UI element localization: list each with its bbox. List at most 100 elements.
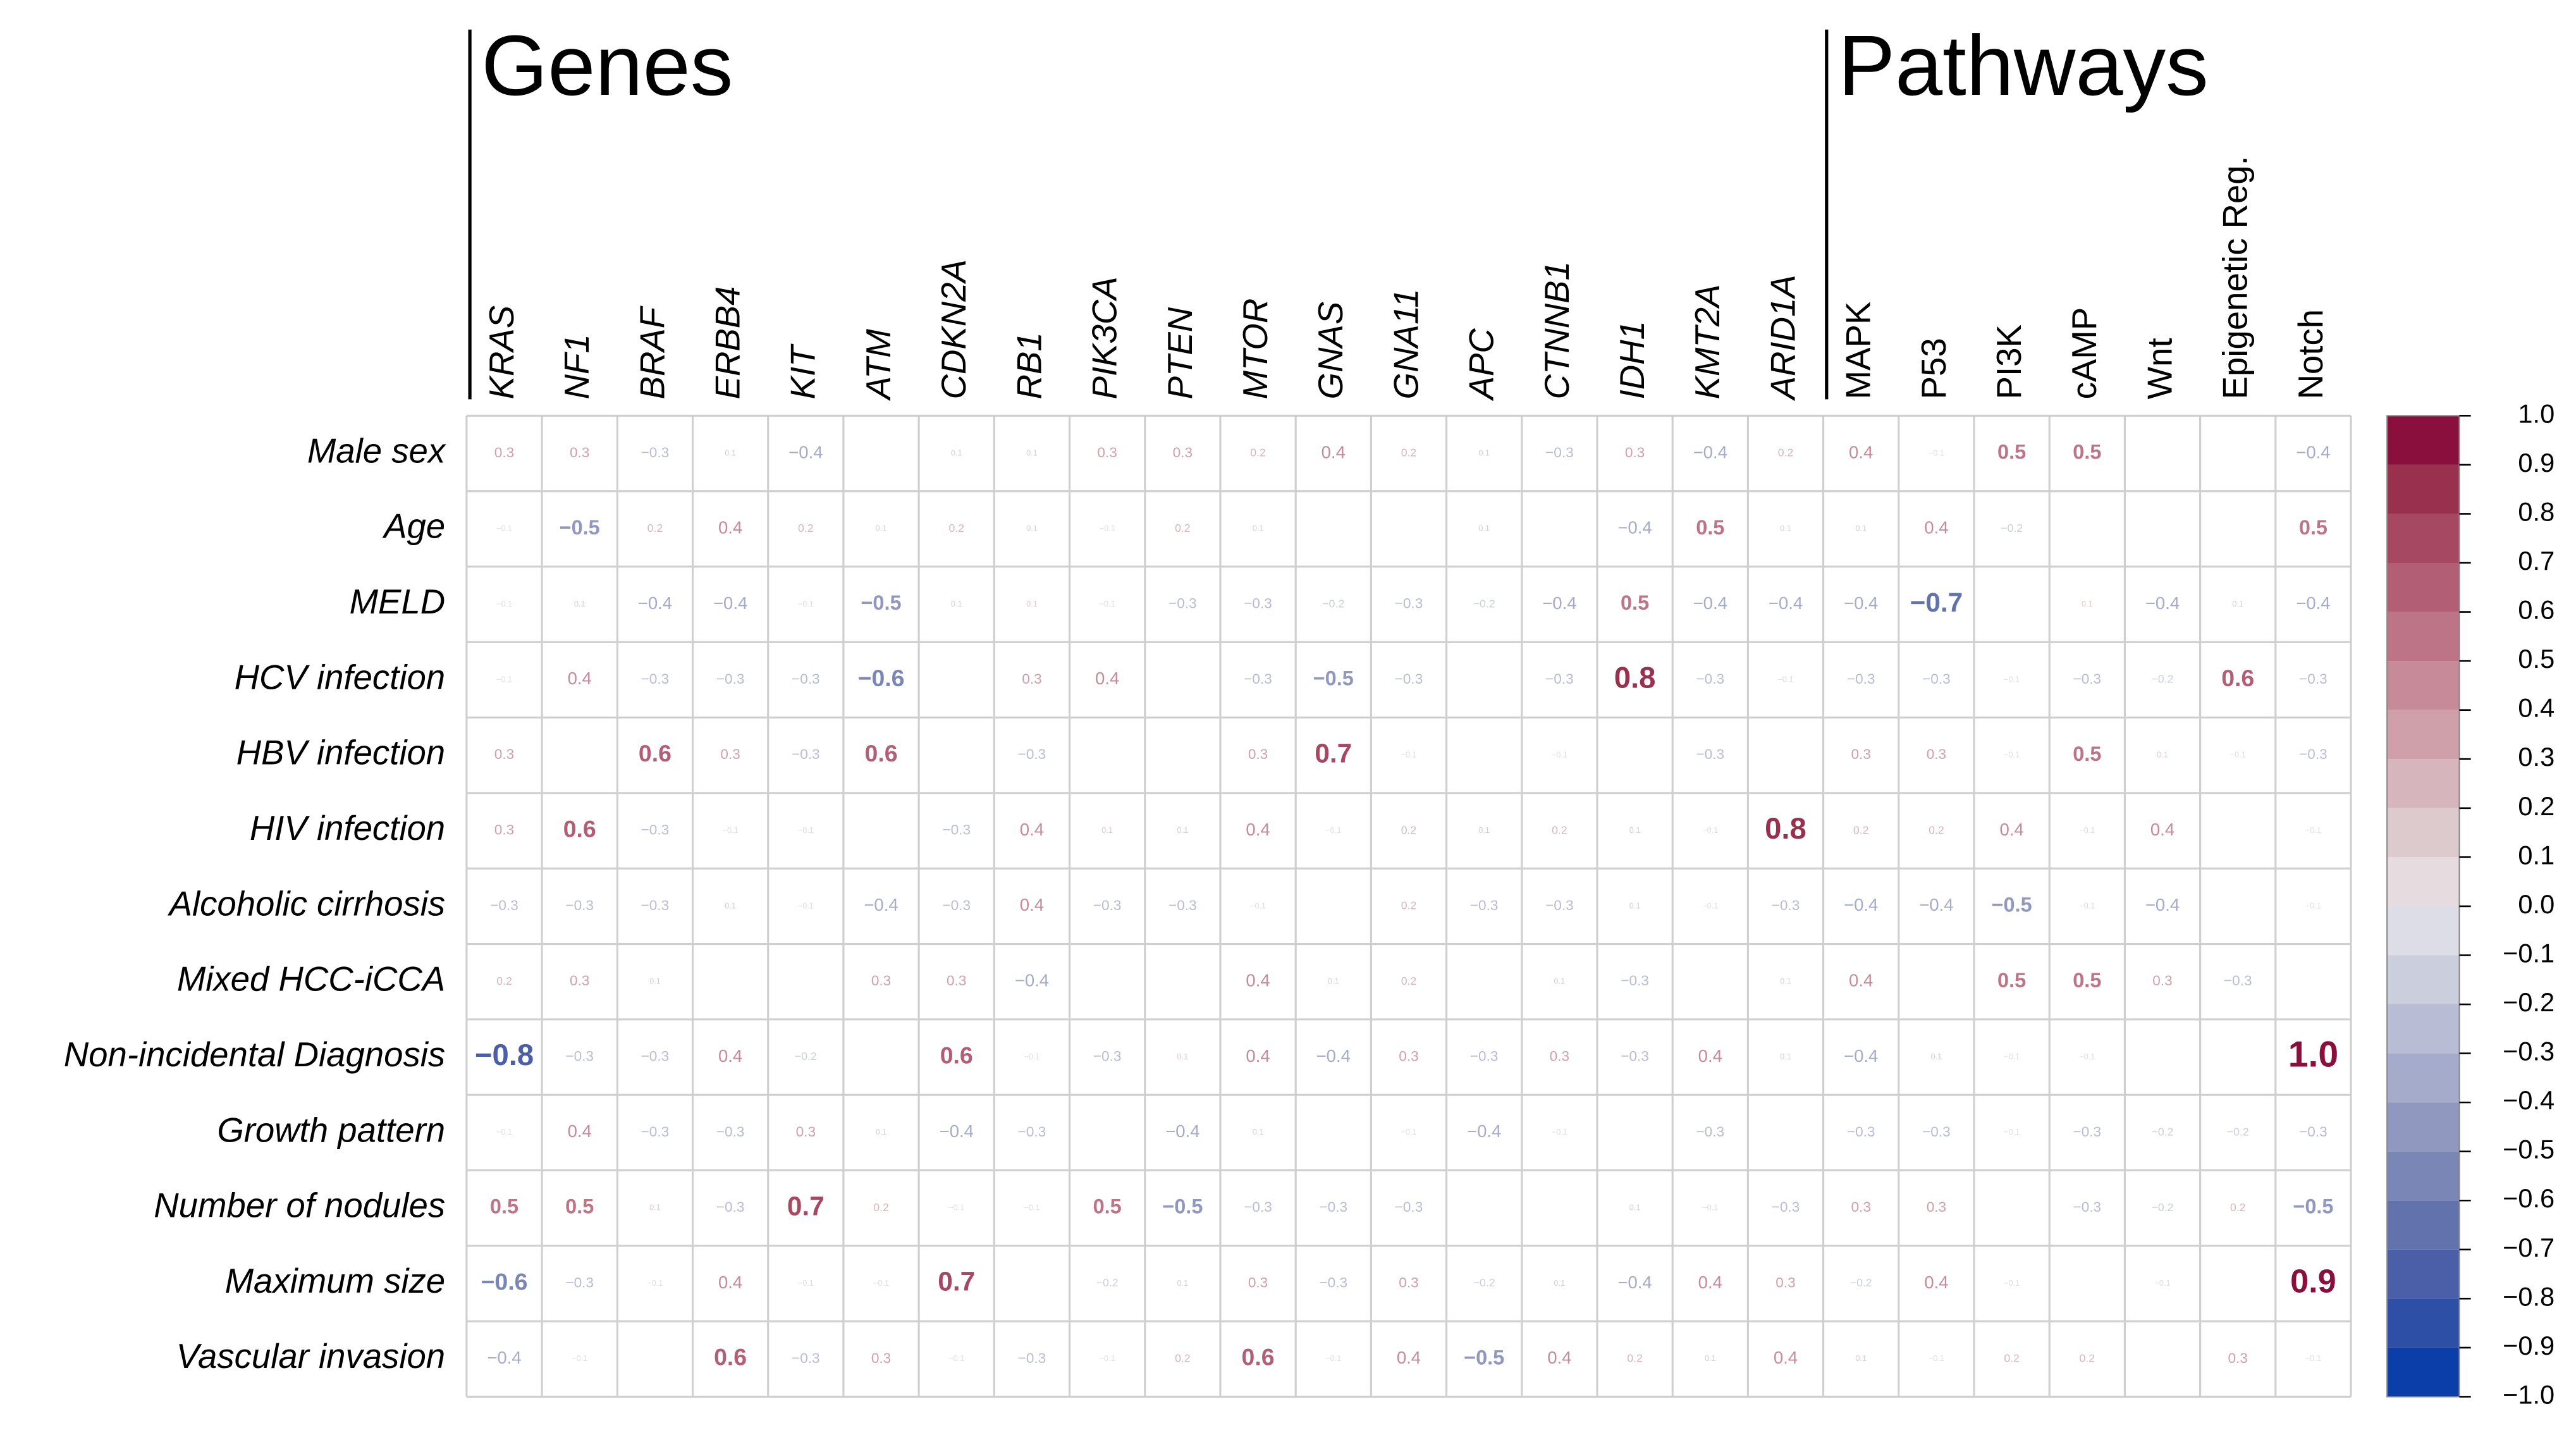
cell-value: 0.1 — [1931, 1052, 1942, 1061]
cell-value: 0.1 — [1328, 976, 1339, 986]
cell-value: 0.3 — [947, 973, 966, 988]
cell-value: −0.2 — [2001, 522, 2023, 534]
cell-value: 0.6 — [940, 1042, 973, 1068]
colorbar-tick-label: 0.6 — [2518, 595, 2555, 625]
colorbar-tick-label: 0.7 — [2518, 546, 2555, 576]
cell-value: 0.5 — [1696, 516, 1724, 539]
row-label: HCV infection — [235, 658, 445, 696]
cell-value: 0.4 — [1774, 1348, 1798, 1367]
colorbar-band — [2387, 1200, 2460, 1250]
cell-value: −0.2 — [2227, 1126, 2249, 1138]
cell-value: −0.4 — [1617, 1272, 1652, 1292]
cell-value: 0.1 — [1478, 524, 1490, 533]
cell-value: 0.1 — [1629, 1203, 1641, 1212]
row-label: HIV infection — [250, 809, 445, 847]
cell-value: −0.4 — [2296, 442, 2330, 462]
cell-value: 0.2 — [1401, 899, 1417, 912]
cell-value: −0.3 — [1545, 445, 1574, 460]
cell-value: −0.1 — [1401, 750, 1416, 760]
column-label: PIK3CA — [1086, 276, 1124, 399]
colorbar-band — [2387, 906, 2460, 956]
cell-value: 0.4 — [1999, 820, 2023, 839]
cell-value: −0.1 — [798, 1278, 814, 1288]
cell-value: 0.7 — [1315, 738, 1352, 768]
cell-value: −0.4 — [864, 895, 898, 915]
cell-value: −0.1 — [948, 1203, 964, 1212]
colorbar-band — [2387, 710, 2460, 760]
cell-value: 0.2 — [1778, 447, 1794, 459]
cell-value: 0.2 — [1250, 447, 1266, 459]
cell-value: 0.1 — [951, 599, 962, 608]
cell-value: −0.1 — [496, 1127, 512, 1136]
colorbar-band — [2387, 464, 2460, 514]
cell-value: −0.3 — [716, 1124, 745, 1140]
cell-value: −0.1 — [2305, 901, 2321, 910]
cell-value: −0.3 — [1093, 1049, 1122, 1064]
cell-value: −0.5 — [560, 516, 600, 539]
colorbar-tick-label: 0.5 — [2518, 644, 2555, 674]
cell-value: 0.3 — [720, 746, 740, 762]
cell-value: −0.4 — [940, 1121, 974, 1141]
colorbar-tick-label: −0.1 — [2503, 938, 2555, 968]
cell-value: 0.5 — [1997, 969, 2026, 992]
cell-value: 0.1 — [1554, 1278, 1566, 1288]
cell-value: 0.3 — [494, 746, 514, 762]
cell-value: −0.4 — [713, 593, 747, 613]
cell-value: 0.1 — [1780, 976, 1791, 986]
cell-value: −0.4 — [1769, 593, 1803, 613]
colorbar-tick-label: −0.6 — [2503, 1183, 2555, 1213]
colorbar-band — [2387, 416, 2460, 465]
column-label: Epigenetic Reg. — [2216, 156, 2255, 399]
cell-value: −0.3 — [1847, 1124, 1875, 1140]
cell-value: 0.1 — [1629, 901, 1641, 910]
cell-value: −0.3 — [1621, 1049, 1649, 1064]
cell-value: 0.2 — [2080, 1352, 2095, 1364]
colorbar-tick-label: −0.5 — [2503, 1135, 2555, 1164]
cell-value: −0.3 — [641, 445, 670, 460]
cell-value: 0.4 — [1397, 1348, 1421, 1367]
cell-value: 0.1 — [2157, 750, 2168, 760]
column-label: CTNNB1 — [1538, 261, 1576, 399]
column-label: BRAF — [633, 305, 672, 399]
cell-value: 0.3 — [1550, 1049, 1569, 1064]
cell-value: −0.3 — [1772, 1199, 1800, 1215]
column-label: Wnt — [2140, 338, 2179, 399]
cell-value: −0.3 — [1621, 973, 1649, 988]
cell-value: 0.2 — [1401, 823, 1417, 836]
colorbar-tick-label: 1.0 — [2518, 398, 2555, 428]
cell-value: 0.6 — [563, 815, 596, 842]
cell-value: 0.3 — [1022, 671, 1041, 687]
cell-value: −0.3 — [942, 897, 971, 913]
cell-value: 0.2 — [2230, 1201, 2246, 1214]
cell-value: −0.3 — [792, 746, 820, 762]
cell-value: 0.2 — [1627, 1352, 1643, 1364]
row-label: Male sex — [307, 431, 446, 470]
cell-value: 0.2 — [1401, 447, 1417, 459]
cell-value: 0.1 — [1101, 825, 1113, 835]
cell-value: 0.8 — [1765, 812, 1806, 846]
cell-value: −0.3 — [1319, 1199, 1347, 1215]
cell-value: −0.3 — [1018, 1350, 1046, 1366]
cell-value: −0.1 — [647, 1278, 663, 1288]
cell-value: −0.2 — [1322, 597, 1344, 610]
cell-value: −0.3 — [1922, 671, 1951, 687]
cell-value: −0.3 — [2073, 1124, 2102, 1140]
column-label: NF1 — [558, 334, 596, 399]
cell-value: −0.3 — [641, 1124, 670, 1140]
cell-value: 0.1 — [1780, 524, 1791, 533]
colorbar-tick-label: 0.2 — [2518, 791, 2555, 821]
cell-value: 0.4 — [718, 518, 742, 538]
row-label: Age — [382, 507, 445, 546]
cell-value: −0.3 — [1319, 1274, 1347, 1290]
cell-value: −0.3 — [490, 897, 518, 913]
cell-value: −0.3 — [1922, 1124, 1951, 1140]
cell-value: −0.3 — [1696, 1124, 1724, 1140]
cell-value: −0.7 — [1910, 588, 1963, 617]
colorbar-tick-label: 0.8 — [2518, 496, 2555, 526]
row-label: Vascular invasion — [176, 1337, 445, 1376]
colorbar-tick-label: 0.3 — [2518, 742, 2555, 772]
cell-value: −0.4 — [1844, 1046, 1878, 1066]
cell-value: 0.1 — [1177, 1052, 1189, 1061]
cell-value: 0.5 — [1093, 1195, 1122, 1218]
cell-value: 0.5 — [2299, 516, 2328, 539]
